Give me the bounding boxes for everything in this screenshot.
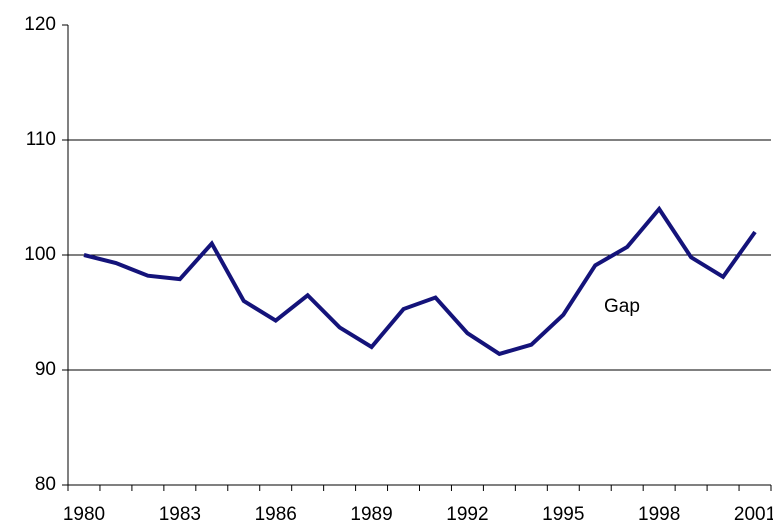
x-tick-label: 2001 [734, 504, 773, 525]
line-series [83, 205, 757, 357]
x-tick-label: 1992 [446, 504, 488, 525]
x-tick-label: 1983 [159, 504, 201, 525]
x-tick-label: 1998 [638, 504, 680, 525]
y-tick-label: 110 [26, 129, 56, 150]
y-tick-label: 80 [35, 474, 56, 495]
y-tick-label: 120 [24, 14, 56, 35]
x-tick-label: 1995 [542, 504, 584, 525]
y-tick-label: 100 [24, 244, 56, 265]
x-tick-label: 1980 [63, 504, 105, 525]
y-tick-label: 90 [35, 359, 56, 380]
x-tick-label: 1986 [255, 504, 297, 525]
x-tick-label: 1989 [350, 504, 392, 525]
annotation: Gap [604, 296, 640, 317]
